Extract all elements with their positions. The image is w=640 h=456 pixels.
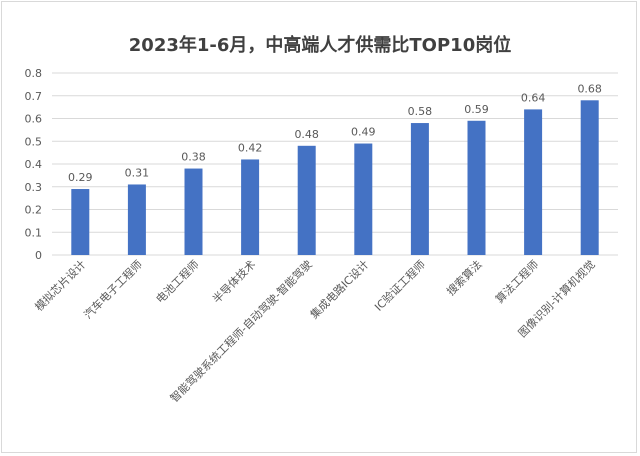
x-tick-label: 算法工程师 xyxy=(492,257,541,306)
y-tick-label: 0.4 xyxy=(25,158,43,171)
bar xyxy=(241,159,260,255)
data-label: 0.49 xyxy=(351,126,376,139)
y-tick-label: 0.6 xyxy=(25,113,43,126)
y-tick-label: 0.8 xyxy=(25,67,43,80)
chart-title: 2023年1-6月，中高端人才供需比TOP10岗位 xyxy=(129,34,511,56)
y-tick-label: 0.2 xyxy=(25,204,43,217)
data-label: 0.64 xyxy=(521,91,546,104)
data-label: 0.29 xyxy=(68,171,93,184)
bar xyxy=(354,143,373,255)
y-tick-label: 0.1 xyxy=(25,226,43,239)
x-tick-label: 电池工程师 xyxy=(154,258,202,306)
data-label: 0.38 xyxy=(181,151,206,164)
x-tick-label: 汽车电子工程师 xyxy=(81,257,145,321)
data-label: 0.58 xyxy=(408,105,433,118)
bar xyxy=(184,168,203,255)
bar xyxy=(71,189,90,255)
y-tick-label: 0.3 xyxy=(25,181,43,194)
bar xyxy=(467,120,486,256)
bar xyxy=(297,145,316,255)
x-tick-label: 搜索算法 xyxy=(444,257,485,298)
data-label: 0.42 xyxy=(238,141,263,154)
gridlines xyxy=(52,72,618,256)
x-tick-label: 集成电路IC设计 xyxy=(307,257,371,321)
bar xyxy=(410,123,429,255)
data-labels: 0.29 0.31 0.38 0.42 0.48 0.49 0.58 0.59 0.64 0.68 xyxy=(68,82,602,184)
y-tick-label: 0.5 xyxy=(25,135,43,148)
x-tick-label: 模拟芯片设计 xyxy=(32,257,89,314)
data-label: 0.68 xyxy=(577,82,602,95)
data-label: 0.31 xyxy=(125,166,150,179)
data-label: 0.48 xyxy=(294,128,319,141)
y-tick-label: 0 xyxy=(35,249,42,262)
y-axis-ticks: 0 0.1 0.2 0.3 0.4 0.5 0.6 0.7 0.8 xyxy=(25,67,43,262)
bar xyxy=(580,100,599,255)
x-tick-label: IC验证工程师 xyxy=(371,257,428,314)
x-tick-label: 半导体技术 xyxy=(209,257,258,306)
bars xyxy=(71,100,599,256)
y-tick-label: 0.7 xyxy=(25,90,43,103)
bar xyxy=(524,109,543,256)
data-label: 0.59 xyxy=(464,103,489,116)
bar xyxy=(127,184,146,255)
